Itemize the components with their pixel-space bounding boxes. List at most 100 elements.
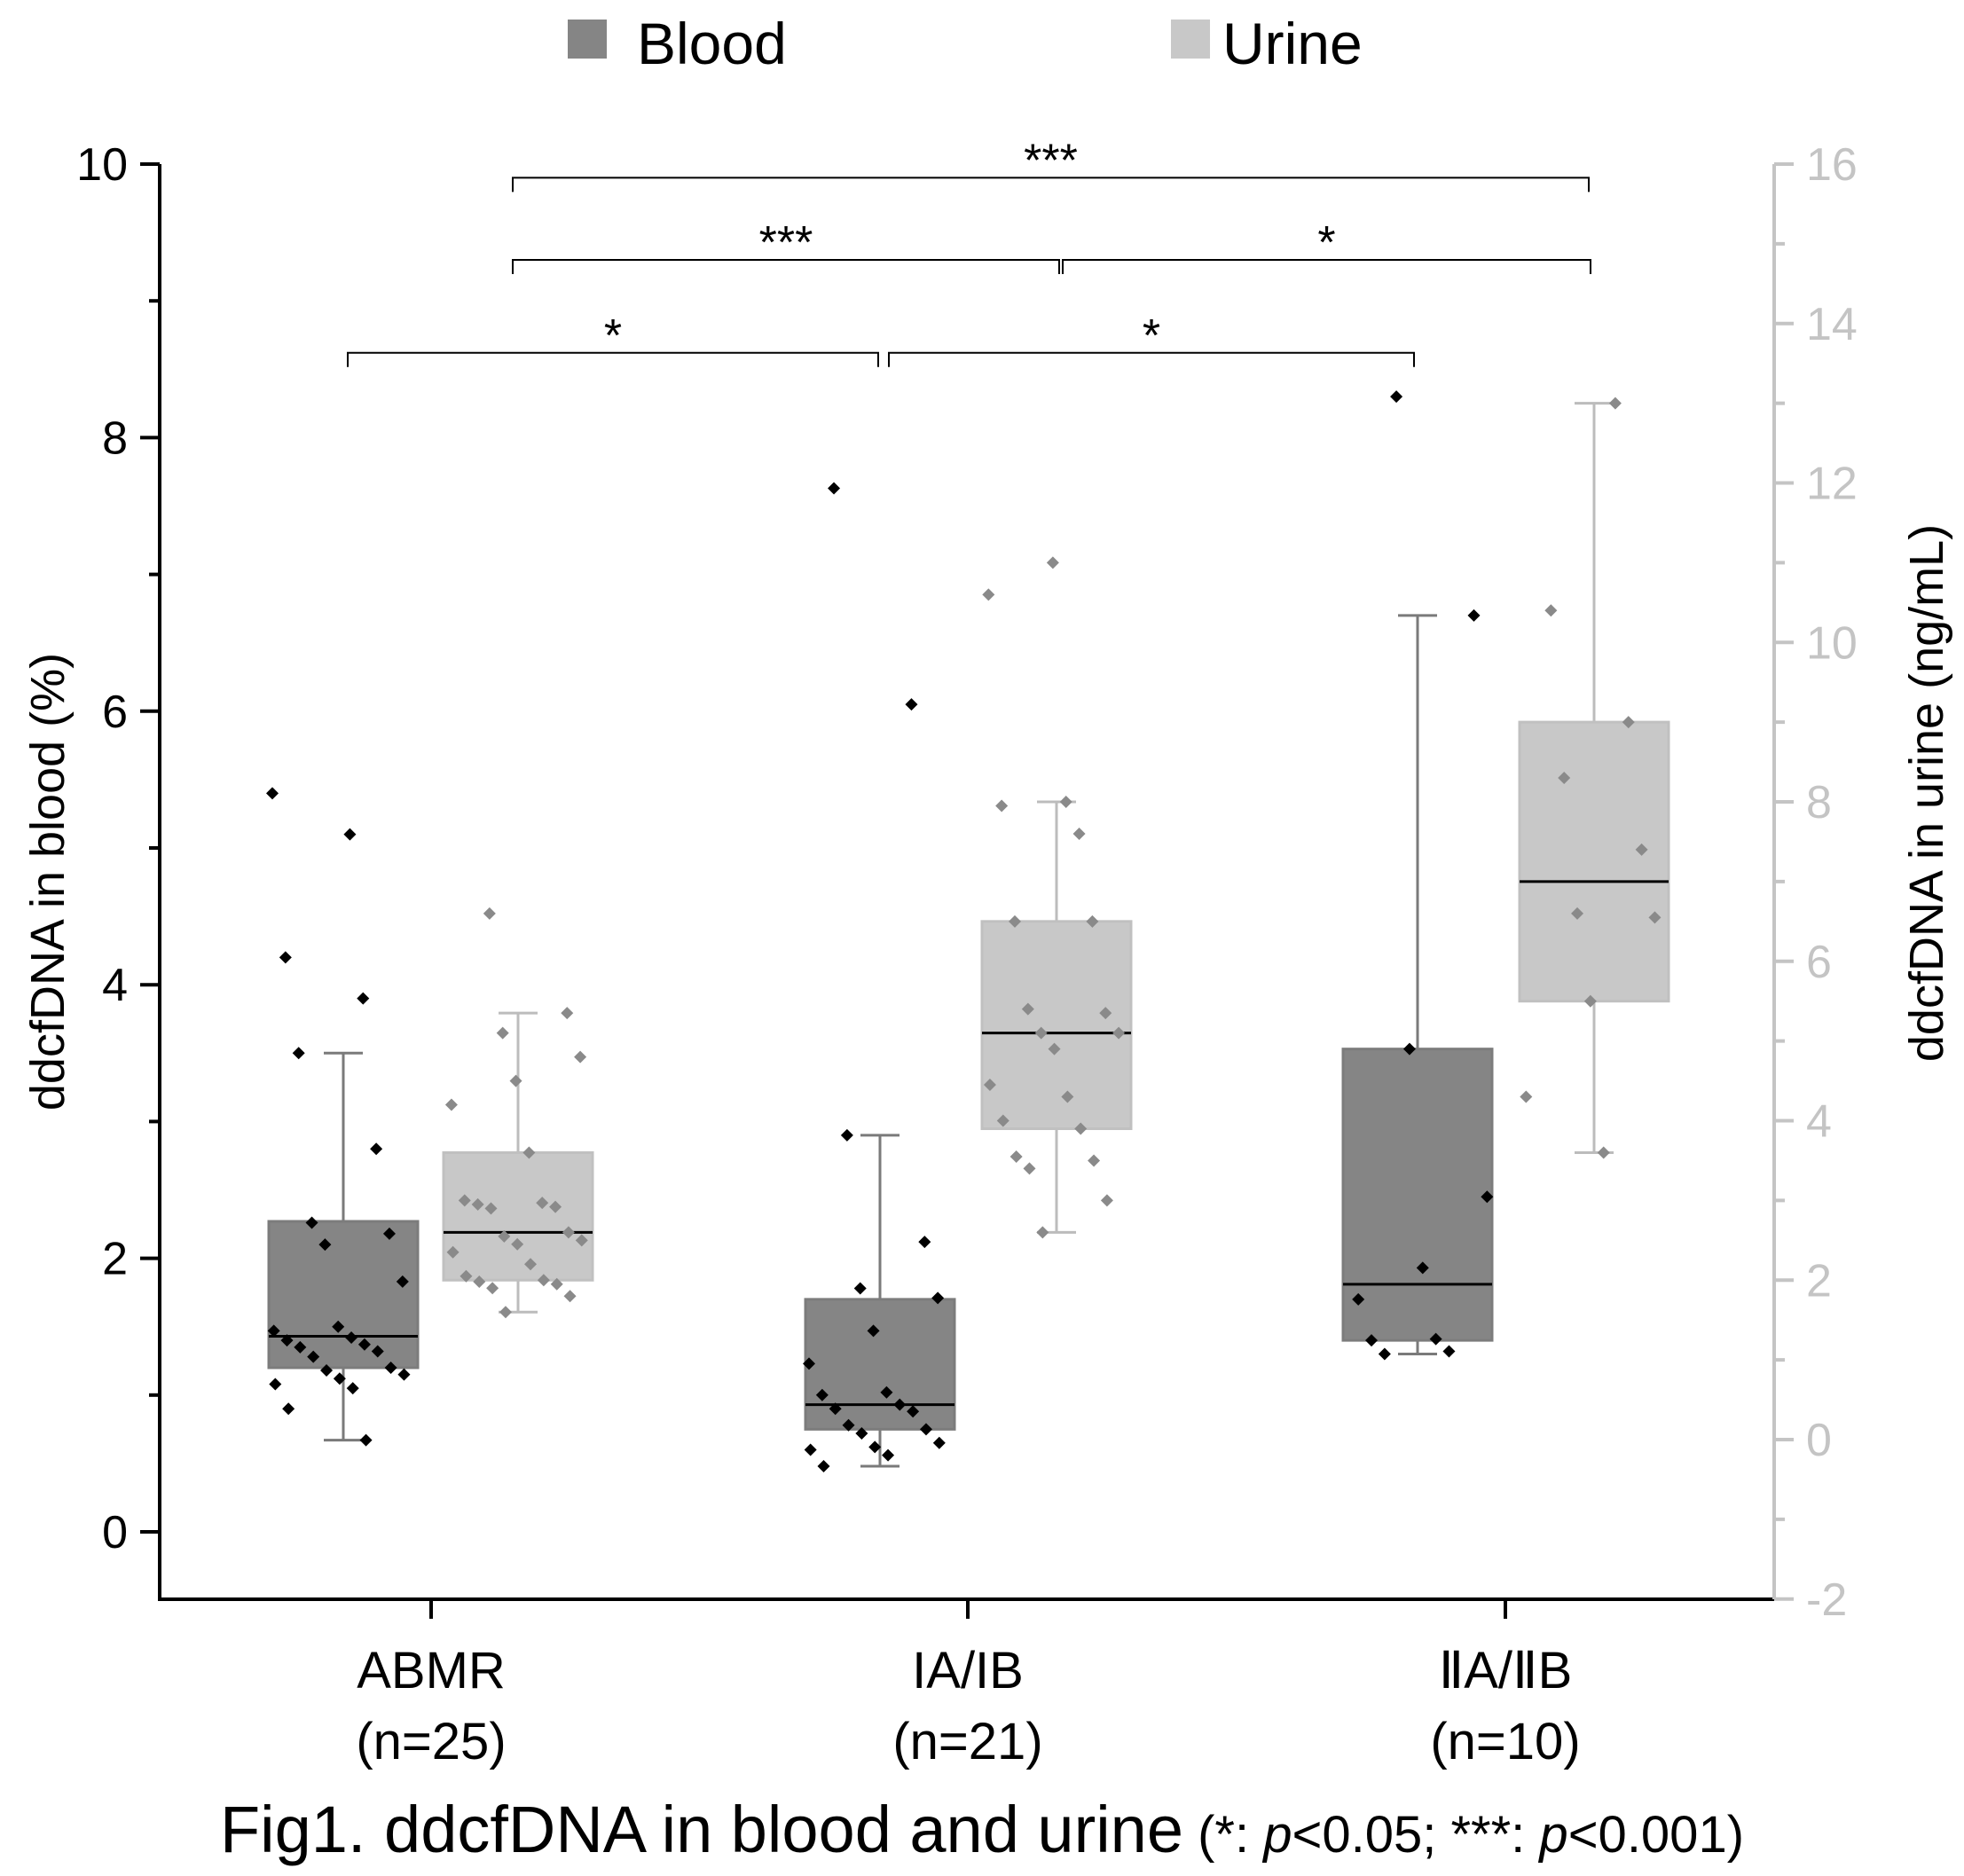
data-point: [1074, 1122, 1088, 1135]
box-iqr: [1341, 1048, 1494, 1342]
data-point: [279, 951, 292, 964]
data-point: [1099, 1007, 1112, 1020]
data-point: [996, 1114, 1009, 1127]
data-point: [563, 1290, 577, 1303]
data-point: [815, 1388, 829, 1401]
data-point: [1416, 1261, 1429, 1275]
significance-bracket: [512, 258, 1060, 274]
data-point: [471, 1197, 484, 1211]
data-point: [882, 1448, 895, 1462]
data-point: [983, 1079, 996, 1092]
data-point: [1429, 1332, 1442, 1346]
data-point: [1597, 1146, 1610, 1159]
significance-bracket: [347, 351, 879, 367]
data-point: [1622, 716, 1635, 729]
box-iqr: [980, 920, 1133, 1130]
data-point: [982, 588, 995, 601]
data-point: [1583, 994, 1597, 1008]
data-point: [333, 1372, 346, 1385]
data-point: [536, 1197, 549, 1210]
data-point: [460, 1269, 473, 1283]
data-point: [498, 1229, 511, 1243]
x-tick-n-label: (n=21): [892, 1713, 1042, 1770]
data-point: [1635, 843, 1648, 856]
data-point: [473, 1276, 486, 1289]
data-point: [550, 1277, 563, 1291]
data-point: [1008, 914, 1021, 928]
x-tick-label: ⅡA/ⅡB: [1439, 1642, 1573, 1699]
data-point: [995, 799, 1009, 812]
data-point: [1390, 390, 1403, 404]
box-iqr: [804, 1298, 956, 1431]
x-tick-label: ABMR: [357, 1642, 506, 1699]
y-right-tick-label: 8: [1806, 777, 1832, 828]
data-point: [345, 1331, 358, 1345]
data-point: [397, 1368, 411, 1381]
data-point: [804, 1443, 817, 1456]
data-point: [1061, 1090, 1074, 1103]
urine-box-1: [980, 556, 1133, 1239]
data-point: [1481, 1190, 1494, 1204]
data-point: [320, 1364, 334, 1378]
y-left-tick-label: 10: [76, 139, 128, 191]
significance-bracket: [1062, 258, 1591, 274]
urine-box-0: [442, 907, 594, 1319]
data-point: [817, 1459, 830, 1472]
significance-label: *: [1317, 217, 1335, 269]
figure-caption: Fig1. ddcfDNA in blood and urine (*: p<0…: [0, 1792, 1964, 1867]
y-right-tick-label: 2: [1806, 1255, 1832, 1307]
box-plots: [266, 390, 1670, 1472]
blood-box-1: [803, 482, 956, 1472]
data-point: [867, 1324, 880, 1338]
data-point: [486, 1282, 499, 1295]
data-point: [1352, 1292, 1365, 1306]
data-point: [1467, 608, 1481, 622]
data-point: [446, 1245, 460, 1259]
data-point: [1009, 1150, 1023, 1163]
data-point: [499, 1306, 512, 1319]
data-point: [483, 907, 496, 920]
data-point: [1365, 1334, 1379, 1347]
y-left-tick-label: 4: [102, 960, 128, 1011]
data-point: [1100, 1194, 1113, 1207]
legend-swatch-blood: [568, 20, 607, 59]
y-left-tick-label: 2: [102, 1234, 128, 1285]
data-point: [382, 1227, 396, 1240]
y-right-tick-label: -2: [1806, 1574, 1847, 1626]
data-point: [840, 1128, 853, 1142]
x-tick-label: IA/IB: [912, 1642, 1024, 1699]
blood-box-2: [1341, 390, 1494, 1361]
data-point: [1059, 796, 1072, 808]
y-left-tick-label: 6: [102, 687, 128, 738]
data-point: [574, 1050, 587, 1064]
x-tick-n-label: (n=10): [1430, 1713, 1580, 1770]
data-point: [357, 1338, 371, 1351]
legend-label-blood: Blood: [637, 11, 787, 76]
data-point: [1023, 1162, 1036, 1175]
data-point: [1608, 396, 1622, 410]
data-point: [496, 1026, 509, 1040]
data-point: [346, 1382, 359, 1395]
data-point: [1442, 1345, 1456, 1358]
legend-swatch-urine: [1171, 20, 1210, 59]
data-point: [828, 482, 841, 495]
data-point: [524, 1258, 538, 1271]
data-point: [853, 1282, 867, 1295]
data-point: [269, 1378, 282, 1391]
caption-main: Fig1. ddcfDNA in blood and urine: [219, 1793, 1183, 1866]
significance-brackets: * **** ****: [347, 135, 1591, 367]
data-point: [855, 1426, 868, 1440]
y-right-tick-label: 14: [1806, 299, 1858, 350]
data-point: [294, 1340, 307, 1354]
data-point: [893, 1398, 907, 1411]
data-point: [384, 1361, 397, 1374]
data-point: [561, 1007, 574, 1020]
data-point: [803, 1357, 815, 1370]
data-point: [1648, 911, 1662, 924]
data-point: [1544, 604, 1558, 617]
significance-bracket: [512, 177, 1590, 192]
y-right-tick-label: 0: [1806, 1415, 1832, 1466]
legend: Blood Urine: [568, 11, 1363, 76]
data-point: [280, 1334, 294, 1347]
data-point: [1088, 1154, 1101, 1167]
